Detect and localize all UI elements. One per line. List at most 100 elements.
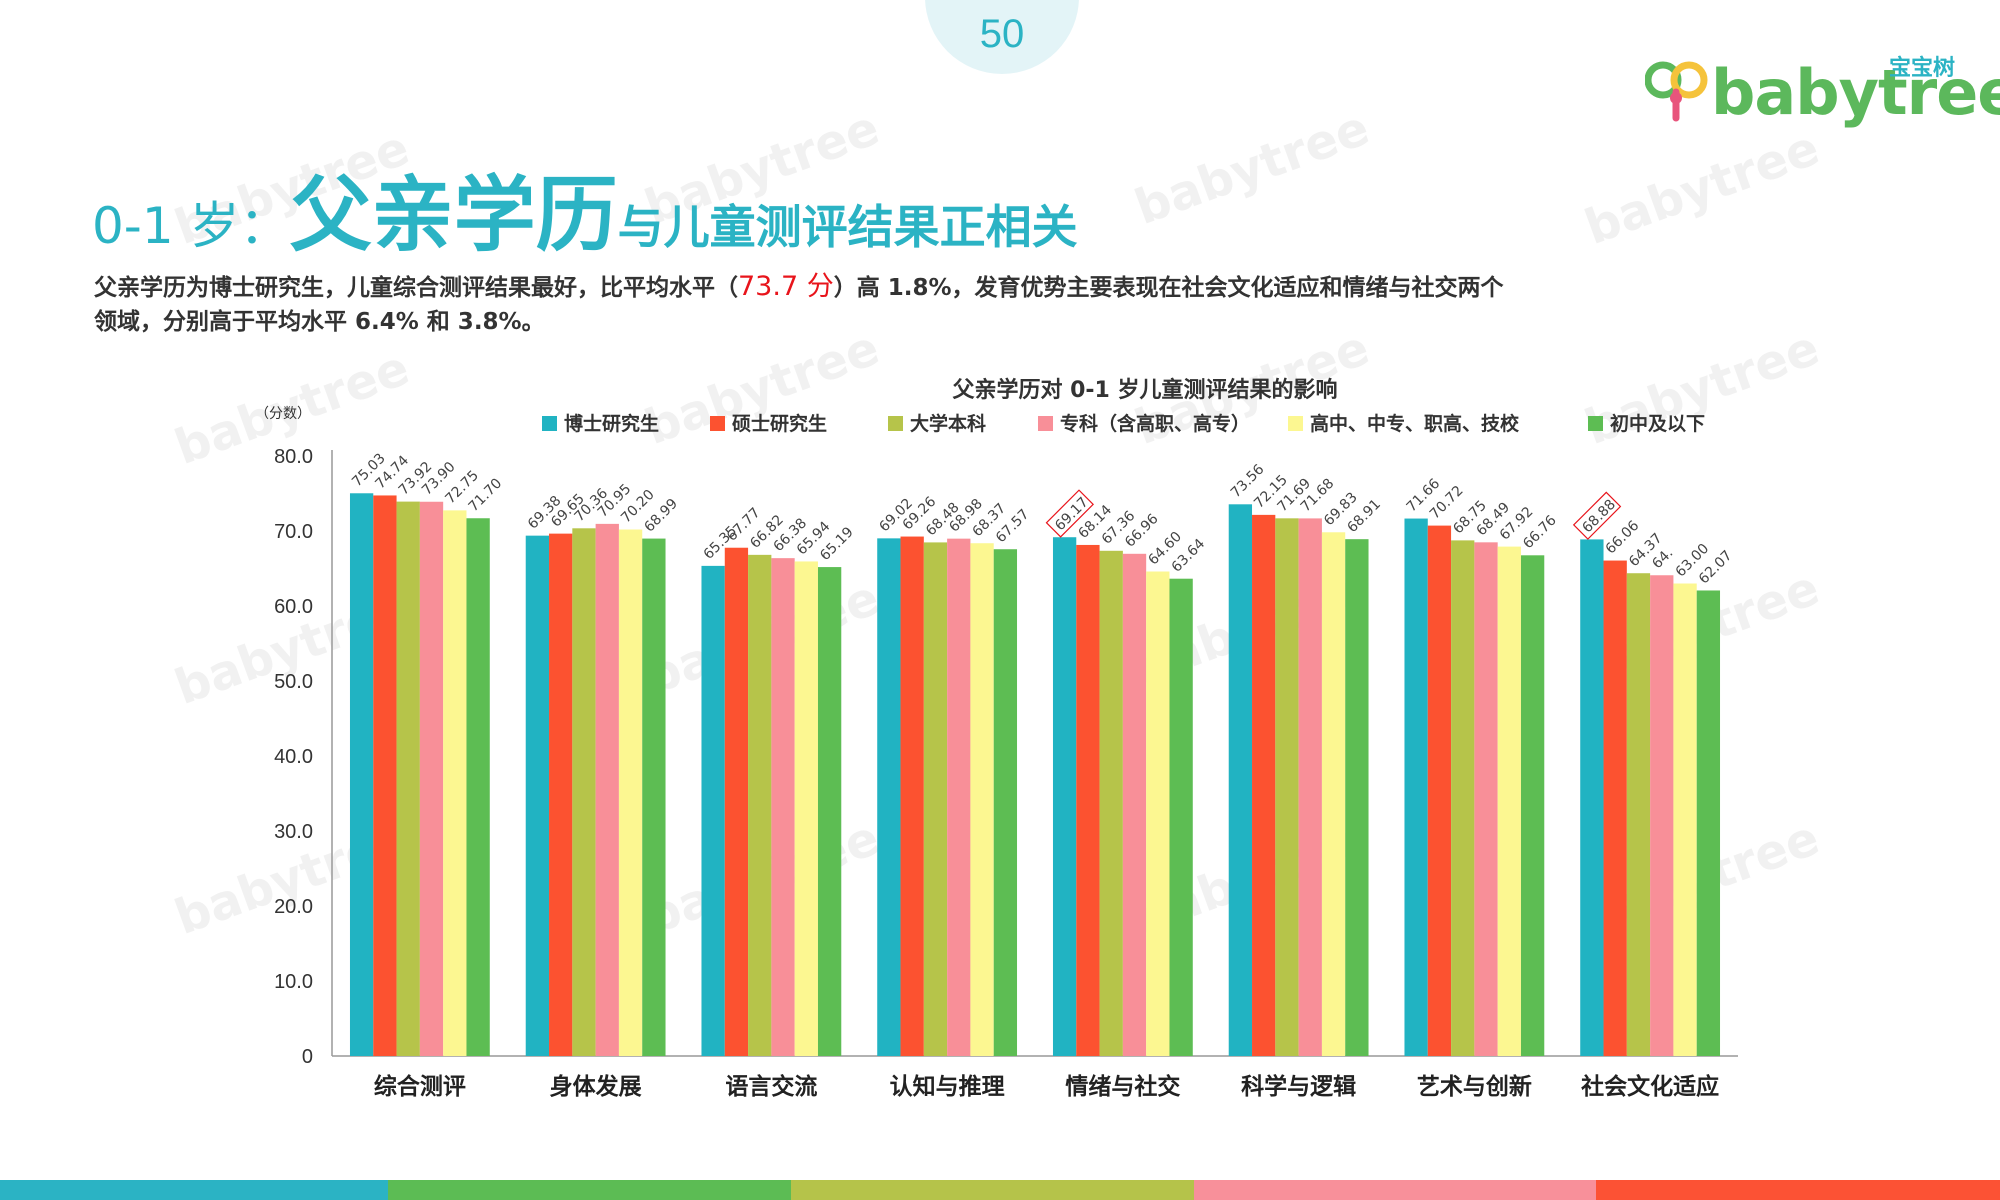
- legend-entry: 大学本科: [910, 412, 986, 435]
- x-category-label: 综合测评: [374, 1073, 466, 1100]
- bar: [466, 518, 490, 1056]
- legend-swatch: [710, 416, 725, 431]
- bar: [748, 554, 772, 1056]
- y-tick-label: 0: [302, 1046, 313, 1068]
- bar: [817, 567, 842, 1056]
- description: 父亲学历为博士研究生，儿童综合测评结果最好，比平均水平（73.7 分）高 1.8…: [94, 270, 1514, 339]
- bar: [1298, 518, 1322, 1056]
- x-category-label: 认知与推理: [890, 1073, 1005, 1100]
- legend-swatch: [1038, 416, 1053, 431]
- title-suffix: 与儿童测评结果正相关: [617, 200, 1078, 254]
- bar: [900, 536, 924, 1056]
- bar: [1696, 590, 1721, 1056]
- bottom-bar-segment: [388, 1180, 791, 1200]
- bar: [618, 529, 643, 1056]
- bar: [1169, 578, 1193, 1056]
- bar: [1497, 546, 1521, 1056]
- y-tick-label: 80.0: [274, 446, 313, 468]
- legend-swatch: [888, 416, 903, 431]
- data-label-highlight-box: [1045, 489, 1095, 538]
- data-label: 68.88: [1579, 497, 1619, 537]
- bar: [1673, 583, 1697, 1056]
- y-tick-label: 10.0: [274, 971, 313, 993]
- bar: [1122, 553, 1147, 1056]
- title-prefix: 0-1 岁：: [92, 197, 290, 255]
- bar: [1427, 525, 1452, 1056]
- bar: [970, 543, 994, 1056]
- bar: [1474, 542, 1498, 1056]
- page-number: 50: [979, 12, 1025, 56]
- bottom-bar-segment: [791, 1180, 1194, 1200]
- bottom-bar-segment: [1596, 1180, 2000, 1200]
- bar: [1650, 575, 1674, 1056]
- legend-entry: 博士研究生: [564, 412, 659, 435]
- bar: [549, 533, 573, 1056]
- bar: [1603, 560, 1627, 1056]
- bottom-color-bar: [0, 1180, 2000, 1200]
- bar: [1146, 571, 1170, 1056]
- logo-text-cn: 宝宝树: [1888, 56, 1955, 81]
- bar: [1451, 540, 1475, 1056]
- y-tick-label: 50.0: [274, 671, 313, 693]
- x-category-label: 身体发展: [550, 1073, 642, 1100]
- bar: [1275, 518, 1299, 1056]
- legend-entry: 硕士研究生: [732, 412, 827, 435]
- legend-entry: 专科（含高职、高专）: [1060, 412, 1250, 435]
- bar: [724, 547, 749, 1056]
- bar: [877, 538, 901, 1056]
- bar: [923, 542, 948, 1056]
- bottom-bar-segment: [0, 1180, 388, 1200]
- bar: [419, 501, 444, 1056]
- bar: [642, 538, 666, 1056]
- legend-entry: 高中、中专、职高、技校: [1310, 412, 1520, 435]
- bar: [1321, 532, 1346, 1056]
- bar: [947, 538, 971, 1056]
- data-label-highlight-box: [1572, 491, 1622, 540]
- bar: [1520, 555, 1545, 1056]
- description-part1: 父亲学历为博士研究生，儿童综合测评结果最好，比平均水平（: [94, 275, 738, 301]
- bar: [349, 493, 374, 1056]
- bar: [1099, 550, 1123, 1056]
- bar: [1580, 539, 1604, 1056]
- y-tick-label: 30.0: [274, 821, 313, 843]
- y-axis-unit-label: （分数）: [255, 406, 311, 422]
- x-category-label: 情绪与社交: [1065, 1073, 1180, 1100]
- y-tick-label: 60.0: [274, 596, 313, 618]
- description-highlight: 73.7 分: [738, 271, 834, 302]
- bottom-bar-segment: [1194, 1180, 1596, 1200]
- bar: [794, 561, 818, 1056]
- description-part2: ）高 1.8%，发育优势主要表现在社会文化适应和情绪与社交两个领域，分别高于平均…: [94, 275, 1504, 335]
- title-emphasis: 父亲学历: [289, 168, 618, 263]
- bar: [1228, 504, 1253, 1056]
- bar: [993, 549, 1018, 1056]
- page-title: 0-1 岁：父亲学历与儿童测评结果正相关: [92, 148, 1078, 267]
- x-category-label: 科学与逻辑: [1241, 1073, 1356, 1100]
- bar: [443, 510, 467, 1056]
- bar: [572, 528, 596, 1056]
- bar: [1076, 544, 1100, 1056]
- y-tick-label: 70.0: [274, 521, 313, 543]
- x-category-label: 社会文化适应: [1581, 1073, 1719, 1100]
- chart-title: 父亲学历对 0-1 岁儿童测评结果的影响: [952, 377, 1337, 403]
- bar: [1626, 573, 1651, 1056]
- bar: [1404, 518, 1428, 1056]
- y-tick-label: 20.0: [274, 896, 313, 918]
- bar: [396, 501, 420, 1057]
- babytree-logo-icon: [1645, 61, 1708, 122]
- legend-swatch: [1588, 416, 1603, 431]
- legend-swatch: [542, 416, 557, 431]
- bar: [771, 558, 795, 1056]
- legend-swatch: [1288, 416, 1303, 431]
- bar: [525, 535, 550, 1056]
- bar: [1052, 537, 1077, 1056]
- bar: [373, 495, 397, 1056]
- bar: [1252, 514, 1276, 1056]
- babytree-logo: babytree 宝宝树: [1645, 48, 2000, 129]
- bar: [701, 565, 725, 1056]
- legend-entry: 初中及以下: [1610, 412, 1705, 435]
- bar: [1345, 539, 1369, 1056]
- bar: [595, 523, 619, 1056]
- x-category-label: 艺术与创新: [1417, 1073, 1532, 1100]
- logo-text-en: babytree: [1711, 56, 2000, 129]
